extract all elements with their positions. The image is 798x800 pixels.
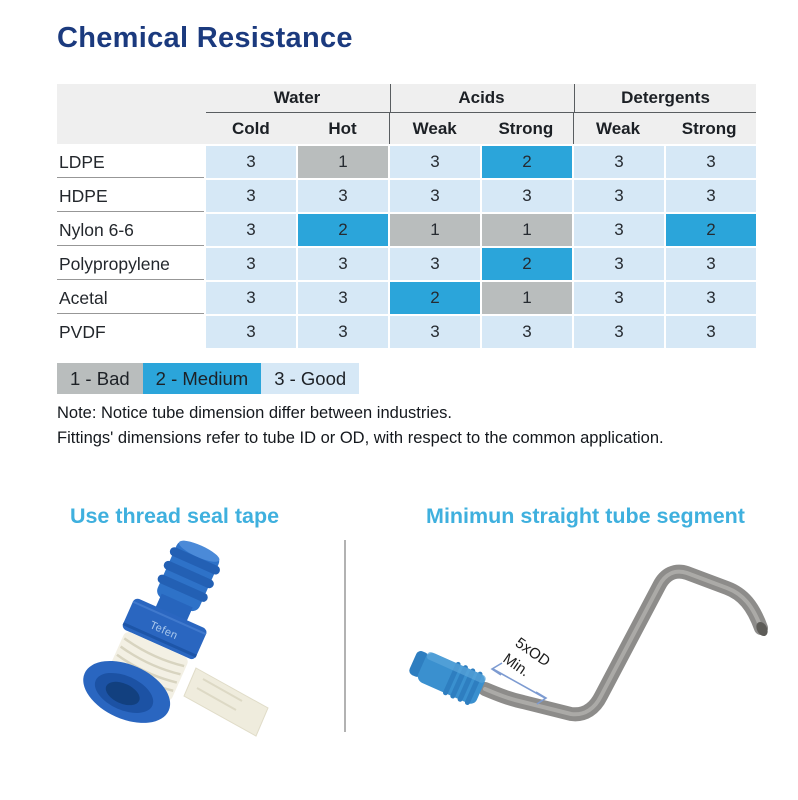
hex-collar — [122, 598, 207, 660]
rating-cell: 3 — [390, 146, 480, 178]
rating-cell: 3 — [574, 316, 664, 348]
col-header-det-weak: Weak — [572, 113, 663, 144]
rating-cell: 3 — [298, 248, 388, 280]
rating-cell: 3 — [574, 146, 664, 178]
note-line-2: Fittings' dimensions refer to tube ID or… — [57, 429, 664, 447]
rating-cell: 3 — [298, 180, 388, 212]
rating-cell: 3 — [206, 214, 296, 246]
row-label: HDPE — [57, 180, 204, 212]
rating-cell: 3 — [206, 146, 296, 178]
rating-cell: 3 — [666, 248, 756, 280]
rating-cell: 3 — [574, 282, 664, 314]
chemical-resistance-table: Water Acids Detergents Cold Hot Weak Str… — [57, 84, 756, 348]
rating-cell: 2 — [298, 214, 388, 246]
dimension-label: 5xOD Min. — [500, 634, 554, 680]
tube-illustration: 5xOD Min. — [409, 564, 768, 722]
rating-cell: 3 — [206, 180, 296, 212]
column-group-row: Water Acids Detergents — [206, 84, 756, 113]
rating-cell: 3 — [666, 180, 756, 212]
rating-cell: 3 — [482, 180, 572, 212]
rating-cell: 3 — [206, 248, 296, 280]
legend-medium: 2 - Medium — [142, 363, 262, 394]
note-line-1: Note: Notice tube dimension differ betwe… — [57, 404, 453, 422]
rating-cell: 3 — [574, 214, 664, 246]
figures-section: Use thread seal tape Minimun straight tu… — [0, 498, 798, 798]
row-label: Polypropylene — [57, 248, 204, 280]
column-group-water: Water — [273, 88, 321, 107]
rating-cell: 3 — [206, 282, 296, 314]
rating-cell: 3 — [666, 316, 756, 348]
dimension-arrow — [490, 662, 548, 705]
rating-cell: 2 — [482, 146, 572, 178]
col-header-cold: Cold — [231, 119, 270, 138]
tube-fitting — [409, 651, 486, 705]
rating-cell: 3 — [666, 146, 756, 178]
right-figure-caption: Minimun straight tube segment — [426, 504, 745, 528]
tape-tail — [183, 667, 269, 737]
fitting-illustration: Tefen — [83, 540, 269, 737]
table-body: LDPE 3 1 3 2 3 3 HDPE 3 3 3 3 3 3 Nylon … — [57, 146, 756, 348]
rating-cell: 3 — [206, 316, 296, 348]
note-block: Note: Notice tube dimension differ betwe… — [57, 401, 664, 451]
legend-good: 3 - Good — [261, 363, 360, 394]
left-figure-caption: Use thread seal tape — [69, 504, 280, 528]
rating-cell: 1 — [482, 214, 572, 246]
legend-bad: 1 - Bad — [57, 363, 143, 394]
rating-cell: 3 — [390, 180, 480, 212]
subheader-row: Cold Hot Weak Strong Weak Strong — [206, 113, 756, 144]
rating-cell: 3 — [298, 282, 388, 314]
rating-cell: 3 — [482, 316, 572, 348]
rating-cell: 3 — [298, 316, 388, 348]
rating-cell: 1 — [482, 282, 572, 314]
row-label: LDPE — [57, 146, 204, 178]
rating-cell: 2 — [666, 214, 756, 246]
rating-legend: 1 - Bad 2 - Medium 3 - Good — [57, 363, 360, 394]
col-header-acids-weak: Weak — [389, 113, 479, 144]
rating-cell: 3 — [574, 248, 664, 280]
tube-cut-end — [756, 621, 768, 637]
rating-cell: 2 — [390, 282, 480, 314]
rating-cell: 1 — [390, 214, 480, 246]
rating-cell: 1 — [298, 146, 388, 178]
table-header: Water Acids Detergents Cold Hot Weak Str… — [57, 84, 756, 144]
rating-cell: 3 — [390, 248, 480, 280]
rating-cell: 3 — [666, 282, 756, 314]
row-label: Acetal — [57, 282, 204, 314]
col-header-acids-strong: Strong — [498, 119, 554, 138]
col-header-hot: Hot — [328, 119, 357, 138]
vertical-divider — [344, 540, 346, 732]
column-group-acids: Acids — [390, 84, 572, 112]
row-label: Nylon 6-6 — [57, 214, 204, 246]
col-header-det-strong: Strong — [681, 119, 737, 138]
rating-cell: 3 — [574, 180, 664, 212]
column-group-detergents: Detergents — [574, 84, 756, 112]
rating-cell: 2 — [482, 248, 572, 280]
page-title: Chemical Resistance — [57, 22, 353, 54]
rating-cell: 3 — [390, 316, 480, 348]
row-label: PVDF — [57, 316, 204, 348]
